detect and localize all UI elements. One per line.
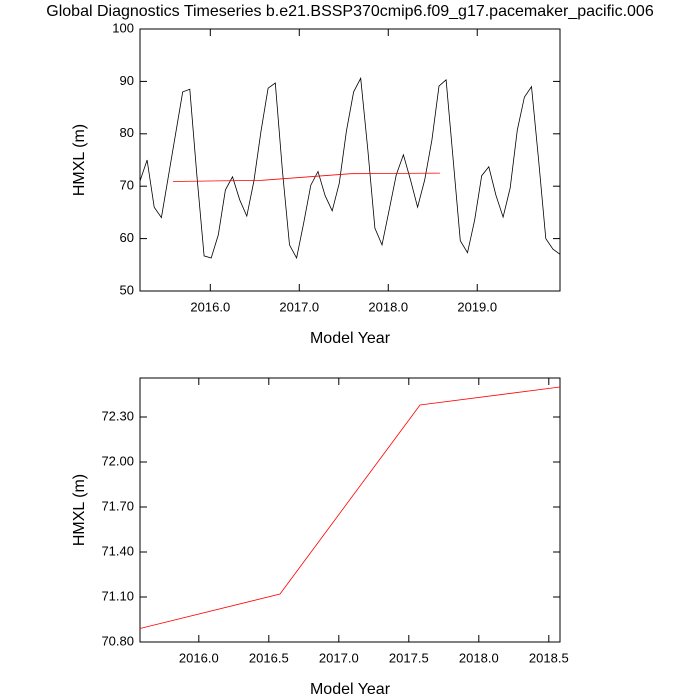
y-tick-label: 50 xyxy=(120,282,134,297)
x-tick-label: 2018.0 xyxy=(459,650,499,665)
y-tick-label: 72.30 xyxy=(101,408,134,423)
x-axis-label: Model Year xyxy=(310,681,391,698)
data-line xyxy=(139,76,561,260)
y-tick-label: 70 xyxy=(120,178,134,193)
y-tick-label: 100 xyxy=(112,20,134,35)
y-axis-label: HMXL (m) xyxy=(71,474,88,546)
data-line xyxy=(139,386,561,629)
data-line xyxy=(172,172,440,182)
x-tick-label: 2017.0 xyxy=(279,299,319,314)
y-tick-label: 70.80 xyxy=(101,633,134,648)
y-tick-label: 90 xyxy=(120,73,134,88)
y-axis-label: HMXL (m) xyxy=(71,124,88,196)
y-tick-label: 71.10 xyxy=(101,588,134,603)
y-tick-label: 60 xyxy=(120,230,134,245)
x-tick-label: 2018.0 xyxy=(368,299,408,314)
x-tick-label: 2019.0 xyxy=(457,299,497,314)
y-tick-label: 71.70 xyxy=(101,498,134,513)
x-tick-label: 2018.5 xyxy=(529,650,569,665)
y-tick-label: 71.40 xyxy=(101,543,134,558)
x-tick-label: 2017.0 xyxy=(319,650,359,665)
y-tick-label: 80 xyxy=(120,125,134,140)
y-tick-label: 72.00 xyxy=(101,453,134,468)
x-tick-label: 2016.0 xyxy=(179,650,219,665)
x-tick-label: 2016.0 xyxy=(190,299,230,314)
x-axis-label: Model Year xyxy=(310,330,391,347)
x-tick-label: 2017.5 xyxy=(389,650,429,665)
plot-frame xyxy=(139,28,561,292)
x-tick-label: 2016.5 xyxy=(249,650,289,665)
plot-frame xyxy=(139,377,561,643)
chart-title: Global Diagnostics Timeseries b.e21.BSSP… xyxy=(46,3,654,20)
